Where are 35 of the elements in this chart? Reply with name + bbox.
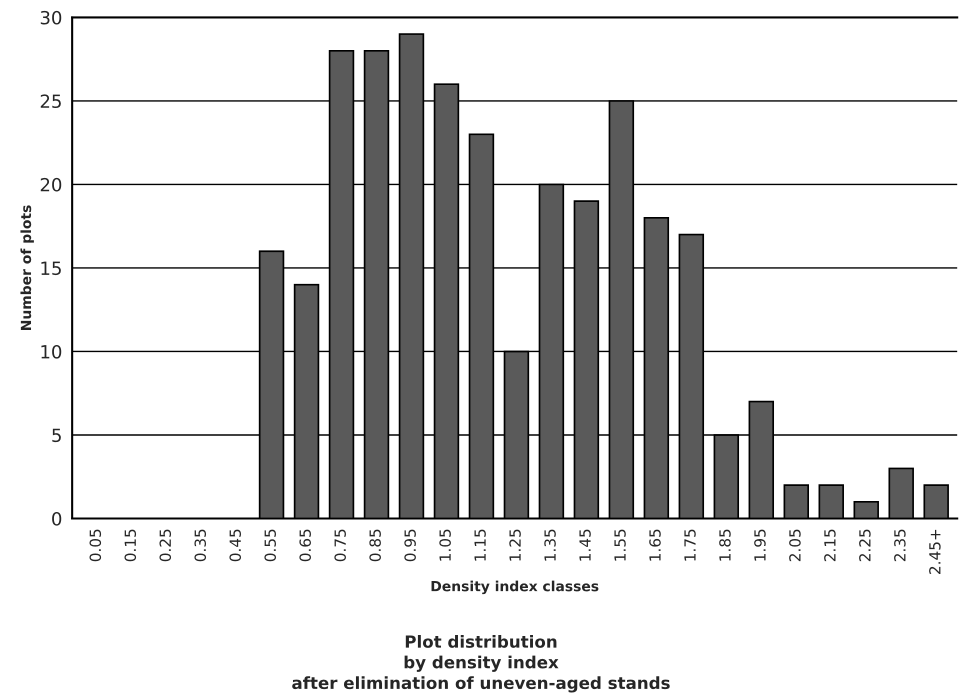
x-tick-label: 0.05 <box>90 530 102 562</box>
x-tick-label: 0.15 <box>124 530 136 562</box>
y-tick-label: 25 <box>40 94 61 108</box>
x-axis-title: Density index classes <box>432 580 598 594</box>
y-tick-label: 30 <box>40 10 62 25</box>
x-tick-label: 0.55 <box>264 530 276 562</box>
x-tick-label: 2.15 <box>824 530 836 562</box>
x-tick-label: 1.95 <box>754 530 766 561</box>
x-tick-label: 2.45+ <box>929 530 941 574</box>
x-tick-label: 2.05 <box>789 530 801 562</box>
x-tick-label: 0.75 <box>334 530 346 562</box>
y-tick-label: 0 <box>52 512 62 526</box>
x-tick-label: 0.65 <box>299 530 311 562</box>
x-tick-label: 0.85 <box>369 530 381 562</box>
x-tick-label: 2.35 <box>894 530 906 562</box>
text: Plot distribution by density index after elimination of uneven-aged stands <box>292 635 670 693</box>
x-tick-label: 0.35 <box>194 530 206 562</box>
x-tick-label: 2.25 <box>859 530 871 562</box>
y-tick-label: 10 <box>41 344 62 359</box>
x-tick-label: 0.45 <box>229 530 241 562</box>
y-axis-title: Number of plots <box>20 205 34 330</box>
x-tick-label: 1.85 <box>719 530 731 561</box>
x-tick-label: 0.95 <box>404 530 416 562</box>
x-tick-label: 1.05 <box>439 530 451 561</box>
x-tick-label: 1.15 <box>474 530 486 561</box>
y-tick-label: 15 <box>41 262 61 276</box>
x-tick-label: 0.25 <box>159 530 172 562</box>
x-tick-label: 1.35 <box>544 530 556 561</box>
y-tick-label: 20 <box>40 178 62 192</box>
y-tick-label: 5 <box>52 428 61 442</box>
x-tick-label: 1.45 <box>579 530 591 561</box>
x-tick-label: 1.55 <box>614 530 626 561</box>
x-tick-label: 1.25 <box>509 530 521 561</box>
x-tick-label: 1.65 <box>649 530 661 561</box>
x-tick-label: 1.75 <box>684 530 696 561</box>
